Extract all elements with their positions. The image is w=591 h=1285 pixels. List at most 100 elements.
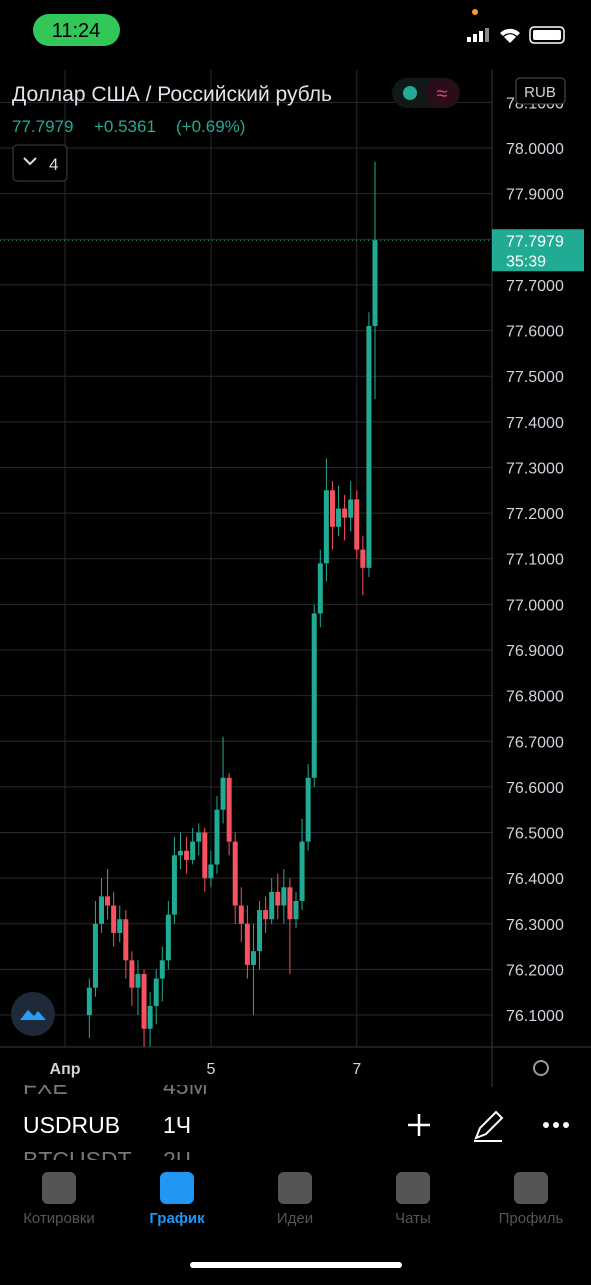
y-tick-label: 76.1000 <box>506 1008 564 1025</box>
candle-body <box>117 919 123 933</box>
change-pct: (+0.69%) <box>176 117 245 136</box>
tab-icon[interactable] <box>42 1172 76 1204</box>
candle-body <box>244 923 250 965</box>
candle-body <box>287 887 293 920</box>
candle-body <box>323 490 329 564</box>
y-tick-label: 76.2000 <box>506 962 564 979</box>
tab-label[interactable]: Профиль <box>499 1210 564 1227</box>
delay-badge <box>426 79 459 107</box>
chevron <box>23 157 37 166</box>
candle-body <box>147 1005 153 1029</box>
draw-button[interactable] <box>474 1110 504 1142</box>
tv-logo-button[interactable] <box>11 992 55 1036</box>
y-tick-label: 77.1000 <box>506 552 564 569</box>
currency[interactable]: RUB <box>524 84 556 101</box>
candle-body <box>123 919 129 961</box>
candle-body <box>366 326 372 568</box>
add-button[interactable] <box>408 1114 430 1136</box>
candle-body <box>257 910 263 952</box>
price-tag <box>492 229 584 272</box>
candle-body <box>293 900 299 920</box>
y-tick-label: 76.3000 <box>506 917 564 934</box>
candle-body <box>92 923 98 988</box>
candle-body <box>372 240 378 327</box>
currency-box[interactable] <box>515 77 566 105</box>
candle-body <box>153 978 159 1006</box>
watch-symbol[interactable]: USDRUB <box>23 1112 120 1138</box>
tab-label[interactable]: Идеи <box>277 1210 313 1227</box>
y-tick-label: 77.3000 <box>506 460 564 477</box>
indicators-count[interactable]: 4 <box>49 155 58 174</box>
candle-body <box>159 960 165 979</box>
tab-icon[interactable] <box>514 1172 548 1204</box>
tv-logo <box>20 1010 46 1020</box>
candle-body <box>250 951 256 965</box>
candle-body <box>196 832 202 842</box>
y-tick-label: 76.7000 <box>506 734 564 751</box>
candle-body <box>269 891 275 920</box>
x-tick-label: Апр <box>50 1061 81 1078</box>
candle-body <box>208 864 214 879</box>
tab-icon[interactable] <box>160 1172 194 1204</box>
candle-body <box>263 910 269 920</box>
candle-body <box>305 777 311 842</box>
watch-interval[interactable]: 1Ч <box>163 1112 191 1138</box>
tab-icon[interactable] <box>396 1172 430 1204</box>
market-open <box>403 86 417 100</box>
candle-body <box>360 549 366 568</box>
countdown: 35:39 <box>506 253 546 270</box>
tab-label[interactable]: График <box>149 1210 205 1227</box>
candle-body <box>214 809 220 865</box>
candle-body <box>354 499 360 550</box>
candle-body <box>281 887 287 906</box>
symbol-title: Доллар США / Российский рубль <box>12 83 332 106</box>
y-tick-label: 78.0000 <box>506 141 564 158</box>
candle-body <box>329 490 335 527</box>
candle-body <box>238 905 244 924</box>
last-price: 77.7979 <box>12 117 73 136</box>
watch-symbol[interactable]: BTCUSDT <box>23 1147 132 1173</box>
candle-body <box>342 508 348 518</box>
candle-body <box>232 841 238 906</box>
settings-icon[interactable] <box>533 1060 549 1076</box>
y-tick-label: 76.9000 <box>506 643 564 660</box>
candle-body <box>171 855 177 915</box>
candle-body <box>336 508 342 527</box>
candle-body <box>178 850 184 856</box>
candle-body <box>141 973 147 1029</box>
y-tick-label: 77.4000 <box>506 415 564 432</box>
delay-icon: ≈ <box>437 83 448 105</box>
more-button[interactable] <box>543 1122 569 1128</box>
tab-icon[interactable] <box>278 1172 312 1204</box>
watch-interval[interactable]: 45M <box>163 1073 208 1099</box>
home-indicator <box>190 1262 402 1268</box>
y-tick-label: 77.9000 <box>506 187 564 204</box>
candle-body <box>111 905 117 933</box>
tab-label[interactable]: Чаты <box>395 1210 431 1227</box>
candle-body <box>311 613 317 778</box>
tab-label[interactable]: Котировки <box>23 1210 95 1227</box>
watch-symbol[interactable]: FXE <box>23 1073 68 1099</box>
y-tick-label: 77.0000 <box>506 597 564 614</box>
dot <box>472 9 478 15</box>
watch-interval[interactable]: 2Ч <box>163 1147 191 1173</box>
candle-body <box>226 777 232 842</box>
y-tick-label: 76.4000 <box>506 871 564 888</box>
indicators-toggle[interactable] <box>12 144 68 182</box>
candle-body <box>105 896 111 906</box>
candle-body <box>202 832 208 879</box>
status-time: 11:24 <box>52 20 101 42</box>
y-tick-label: 77.7000 <box>506 278 564 295</box>
candle-body <box>165 914 171 961</box>
candle-body <box>299 841 305 901</box>
candle-body <box>86 987 92 1016</box>
candle-body <box>129 960 135 988</box>
y-tick-label: 76.8000 <box>506 689 564 706</box>
y-tick-label: 76.5000 <box>506 826 564 843</box>
candle-body <box>135 973 141 988</box>
candle-body <box>184 850 190 860</box>
x-tick-label: 7 <box>352 1061 361 1078</box>
candle-body <box>317 563 323 614</box>
